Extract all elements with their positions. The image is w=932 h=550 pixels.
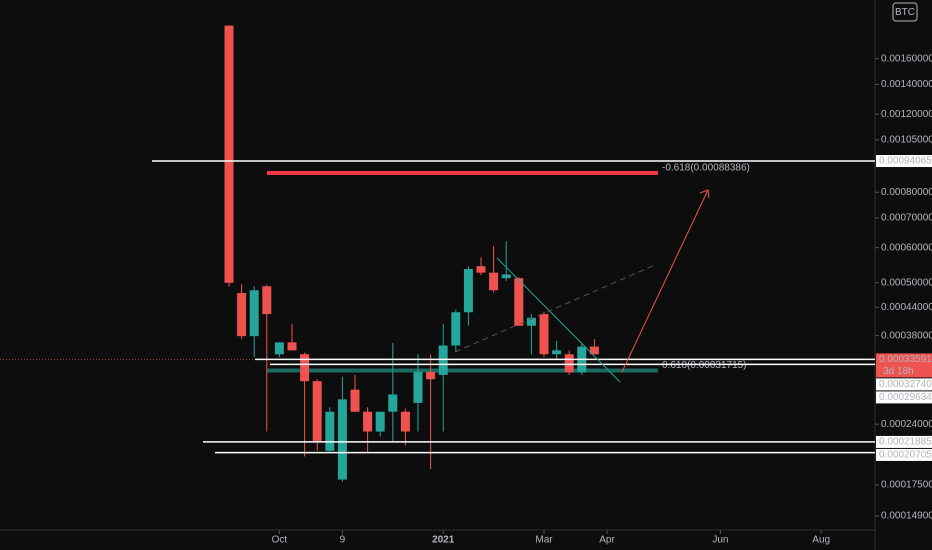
candle-body: [224, 25, 234, 283]
level-label-box: [876, 378, 932, 391]
y-tick-label: 0.00044000: [881, 302, 932, 313]
candle-body: [426, 371, 436, 380]
x-tick-label: Mar: [535, 535, 553, 546]
level-label: 0.00094065: [879, 156, 932, 167]
arrow-head: [699, 189, 710, 199]
fib-label: 0.618(0.00031715): [662, 360, 747, 371]
candle-body: [564, 354, 574, 373]
y-tick-label: 0.00080000: [881, 187, 932, 198]
fib-label: -0.618(0.00088386): [662, 163, 750, 174]
candle-body: [400, 411, 410, 432]
x-tick-label: Aug: [812, 535, 830, 546]
countdown: 3d 18h: [883, 366, 914, 377]
candle-body: [312, 381, 322, 441]
level-label-box: [876, 435, 932, 448]
candle-body: [526, 317, 536, 326]
candle-body: [463, 269, 473, 313]
dashed-trend-line: [454, 264, 656, 353]
y-tick-label: 0.00105000: [881, 134, 932, 145]
candle-body: [501, 274, 511, 279]
x-tick-label: Apr: [599, 535, 615, 546]
x-tick-label: 2021: [432, 535, 455, 546]
y-tick-label: 0.00120000: [881, 109, 932, 120]
candle-body: [489, 272, 499, 291]
y-tick-label: 0.00038000: [881, 330, 932, 341]
y-tick-label: 0.00060000: [881, 242, 932, 253]
candle-body: [476, 266, 486, 273]
drawings: [454, 189, 710, 383]
y-tick-label: 0.00050000: [881, 277, 932, 288]
level-label-box: [876, 448, 932, 461]
candle-body: [413, 371, 423, 403]
symbol-box[interactable]: [892, 2, 918, 22]
candle-body: [237, 293, 247, 337]
candle-body: [438, 345, 448, 375]
projection-arrow: [621, 189, 709, 373]
candle-body: [274, 342, 284, 355]
candle-body: [363, 411, 373, 432]
candle-body: [589, 346, 599, 355]
level-label-box: [876, 155, 932, 168]
candle-body: [451, 312, 461, 346]
candle-body: [325, 411, 335, 451]
price-axis: 0.00160000 0.00140000 0.00120000 0.00105000…: [875, 53, 932, 522]
candle-body: [514, 278, 524, 326]
candle-body: [375, 411, 385, 432]
level-label-box: [876, 391, 932, 404]
candle-body: [337, 399, 347, 480]
candle-body: [249, 290, 259, 337]
last-price-label-box: [876, 353, 932, 378]
candle-body: [287, 342, 297, 351]
candle-body: [539, 314, 549, 355]
plot-area: Oct 9 2021 Mar Apr Jun Aug -0.618(0.00088386) 0.…: [0, 25, 875, 546]
candle-body: [552, 350, 562, 355]
y-tick-label: 0.00160000: [881, 53, 932, 64]
candle-body: [388, 394, 398, 412]
last-price-label: 0.00033591: [879, 354, 932, 365]
level-label: 0.00032740: [879, 379, 932, 390]
level-label: 0.00029634: [879, 392, 932, 403]
x-tick-label: 9: [340, 535, 346, 546]
y-tick-label: 0.00014900: [881, 511, 932, 522]
x-tick-label: Jun: [712, 535, 728, 546]
candle-body: [300, 354, 310, 382]
y-tick-label: 0.00070000: [881, 213, 932, 224]
trend-line: [496, 257, 621, 383]
candle-body: [262, 286, 272, 315]
y-tick-label: 0.00140000: [881, 79, 932, 90]
candle-body: [350, 389, 360, 412]
y-tick-label: 0.00017500: [881, 480, 932, 491]
symbol: BTC: [895, 7, 915, 18]
y-tick-label: 0.00024000: [881, 419, 932, 430]
level-label: 0.00021885: [879, 437, 932, 448]
x-tick-label: Oct: [272, 535, 288, 546]
level-label: 0.00020705: [879, 450, 932, 461]
